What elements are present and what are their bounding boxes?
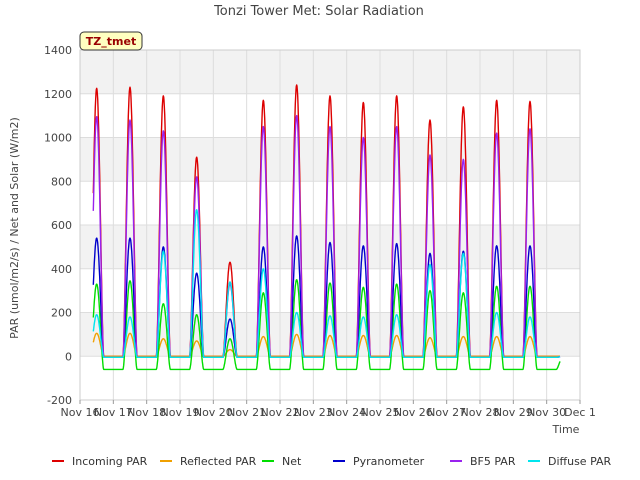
plot-band — [80, 137, 580, 182]
x-tick-label: Nov 16 — [61, 406, 100, 419]
site-badge-label: TZ_tmet — [86, 35, 136, 48]
x-tick-label: Dec 1 — [564, 406, 596, 419]
y-tick-label: 600 — [51, 219, 72, 232]
y-tick-label: 400 — [51, 263, 72, 276]
x-tick-label: Nov 20 — [194, 406, 233, 419]
series-line-net — [92, 279, 561, 371]
x-tick-label: Nov 28 — [461, 406, 500, 419]
legend-label: Reflected PAR — [180, 455, 257, 468]
plot-band — [80, 225, 580, 269]
x-tick-label: Nov 19 — [161, 406, 200, 419]
legend-label: Diffuse PAR — [548, 455, 612, 468]
chart-title: Tonzi Tower Met: Solar Radiation — [213, 4, 424, 19]
plot-frame — [79, 49, 581, 401]
x-tick-label: Nov 23 — [294, 406, 333, 419]
x-tick-label: Nov 17 — [94, 406, 133, 419]
x-tick-label: Nov 24 — [327, 406, 366, 419]
x-tick-label: Nov 22 — [261, 406, 300, 419]
plot-band — [80, 312, 580, 357]
y-tick-label: 1200 — [44, 88, 72, 101]
x-tick-label: Nov 18 — [127, 406, 166, 419]
y-tick-label: 800 — [51, 175, 72, 188]
legend-label: BF5 PAR — [470, 455, 516, 468]
series-lines — [92, 84, 561, 371]
x-tick-label: Nov 21 — [227, 406, 266, 419]
series-line-reflected-par — [92, 332, 561, 357]
site-badge: TZ_tmet — [79, 31, 143, 51]
y-tick-label: 200 — [51, 307, 72, 320]
legend-label: Incoming PAR — [72, 455, 148, 468]
x-tick-label: Nov 30 — [527, 406, 566, 419]
series-line-diffuse-par — [92, 208, 561, 358]
x-tick-label: Nov 29 — [494, 406, 533, 419]
y-axis-ticks: -200 0 200 400 600 800 1000 1200 1400 — [44, 44, 72, 407]
y-tick-label: -200 — [47, 394, 72, 407]
x-tick-label: Nov 25 — [361, 406, 400, 419]
site-badge-box — [79, 31, 143, 51]
legend: Incoming PAR Reflected PAR Net Pyranometer B… — [52, 455, 612, 468]
x-tick-label: Nov 27 — [427, 406, 466, 419]
y-axis-label: PAR (umol/m2/s) / Net and Solar (W/m2) — [8, 117, 21, 339]
plot-bands — [80, 50, 580, 357]
x-axis-label: Time — [552, 423, 580, 436]
y-tick-label: 1400 — [44, 44, 72, 57]
y-tick-label: 1000 — [44, 132, 72, 145]
legend-label: Pyranometer — [353, 455, 425, 468]
y-tick-label: 0 — [65, 350, 72, 363]
plot-band — [80, 50, 580, 94]
x-tick-label: Nov 26 — [394, 406, 433, 419]
legend-label: Net — [282, 455, 302, 468]
